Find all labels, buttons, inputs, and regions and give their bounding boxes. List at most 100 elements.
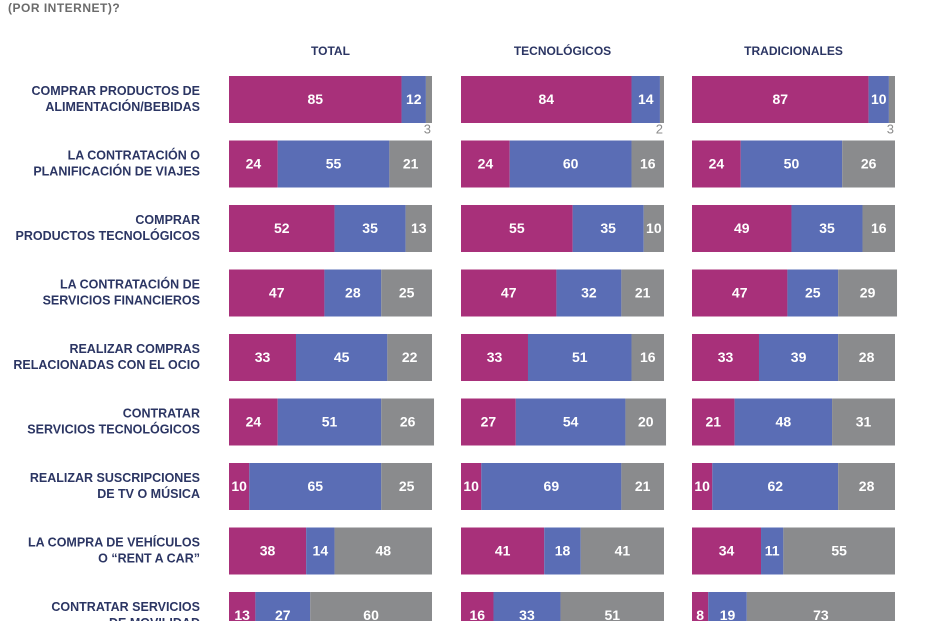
bar-segment — [734, 398, 833, 446]
category-label: SERVICIOS FINANCIEROS — [43, 293, 200, 307]
value-label: 16 — [640, 349, 656, 365]
value-label: 35 — [600, 220, 616, 236]
value-label: 12 — [406, 91, 422, 107]
bar-segment — [761, 527, 784, 575]
bar-segment — [838, 463, 895, 510]
bar-segment — [692, 269, 788, 317]
bar-segment — [229, 205, 335, 252]
value-label: 52 — [274, 220, 290, 236]
panel-title: TECNOLÓGICOS — [514, 43, 611, 58]
panel-title: TOTAL — [311, 44, 350, 58]
bar-segment — [334, 527, 432, 575]
bar-segment — [334, 205, 406, 252]
value-label: 35 — [819, 220, 835, 236]
bar-segment — [544, 527, 581, 575]
value-label: 21 — [635, 285, 651, 301]
bar-segment — [405, 205, 432, 252]
bar-segment — [838, 269, 898, 317]
category-label: REALIZAR SUSCRIPCIONES — [30, 471, 200, 485]
category-label: LA CONTRATACIÓN O — [68, 147, 201, 162]
value-label: 34 — [719, 543, 735, 559]
category-label: RELACIONADAS CON EL OCIO — [13, 358, 200, 372]
value-label: 33 — [255, 349, 271, 365]
value-label: 26 — [861, 156, 877, 172]
chart-title: (POR INTERNET)? — [8, 1, 120, 15]
value-label: 60 — [363, 607, 379, 621]
bar-segment — [556, 269, 622, 317]
bar-segment — [255, 592, 311, 621]
value-label: 35 — [362, 220, 378, 236]
bar-segment — [746, 592, 895, 621]
value-label: 10 — [646, 220, 662, 236]
bar-segment — [515, 398, 626, 446]
bar-segment — [461, 76, 632, 123]
bar-segment — [401, 76, 426, 123]
value-label: 87 — [773, 91, 789, 107]
value-label: 85 — [307, 91, 323, 107]
category-label: CONTRATAR SERVICIOS — [51, 600, 200, 614]
bar-segment — [625, 398, 667, 446]
bar-segment — [832, 398, 895, 446]
value-label: 2 — [656, 121, 663, 136]
bar-segment — [560, 592, 664, 621]
value-label: 11 — [765, 543, 780, 559]
bar-segment — [692, 527, 762, 575]
category-label: ALIMENTACIÓN/BEBIDAS — [45, 99, 200, 114]
bar-segment — [229, 592, 256, 621]
bar-segment — [842, 140, 895, 188]
value-label: 10 — [463, 478, 479, 494]
bar-segment — [631, 76, 660, 123]
bar-segment — [888, 76, 895, 123]
bar-segment — [461, 398, 516, 446]
category-label: PLANIFICACIÓN DE VIAJES — [33, 163, 200, 178]
value-label: 18 — [555, 543, 571, 559]
value-label: 48 — [375, 543, 391, 559]
value-label: 48 — [776, 414, 792, 430]
value-label: 16 — [640, 156, 656, 172]
bar-segment — [310, 592, 432, 621]
bar-segment — [229, 334, 296, 381]
bar-segment — [692, 592, 709, 621]
value-label: 24 — [246, 156, 262, 172]
category-label: REALIZAR COMPRAS — [69, 342, 200, 356]
value-label: 21 — [403, 156, 419, 172]
value-label: 47 — [732, 285, 748, 301]
bar-segment — [461, 463, 482, 510]
value-label: 51 — [604, 607, 620, 621]
value-label: 73 — [813, 607, 829, 621]
bar-segment — [493, 592, 561, 621]
bar-segment — [229, 463, 250, 510]
value-label: 26 — [400, 414, 416, 430]
bar-segment — [389, 140, 432, 188]
bar-segment — [229, 527, 307, 575]
category-label: PRODUCTOS TECNOLÓGICOS — [15, 228, 200, 243]
bar-segment — [229, 76, 402, 123]
value-label: 33 — [487, 349, 503, 365]
bar-segment — [229, 140, 278, 188]
bar-segment — [692, 76, 869, 123]
bar-segment — [692, 205, 792, 252]
bar-segment — [740, 140, 843, 188]
bar-segment — [580, 527, 664, 575]
value-label: 49 — [734, 220, 750, 236]
value-label: 28 — [345, 285, 361, 301]
bar-segment — [631, 334, 664, 381]
category-label: CONTRATAR — [123, 406, 200, 420]
bar-segment — [461, 205, 573, 252]
bar-segment — [621, 463, 664, 510]
bar-segment — [712, 463, 839, 510]
value-label: 69 — [544, 478, 560, 494]
bar-segment — [572, 205, 644, 252]
category-label: COMPRAR PRODUCTOS DE — [31, 84, 200, 98]
value-label: 16 — [871, 220, 887, 236]
bar-segment — [461, 140, 510, 188]
bar-segment — [758, 334, 839, 381]
value-label: 39 — [791, 349, 807, 365]
value-label: 14 — [313, 543, 329, 559]
bar-segment — [838, 334, 895, 381]
value-label: 38 — [260, 543, 276, 559]
value-label: 54 — [563, 414, 579, 430]
bar-segment — [381, 269, 432, 317]
value-label: 25 — [805, 285, 821, 301]
panel-title: TRADICIONALES — [744, 44, 843, 58]
